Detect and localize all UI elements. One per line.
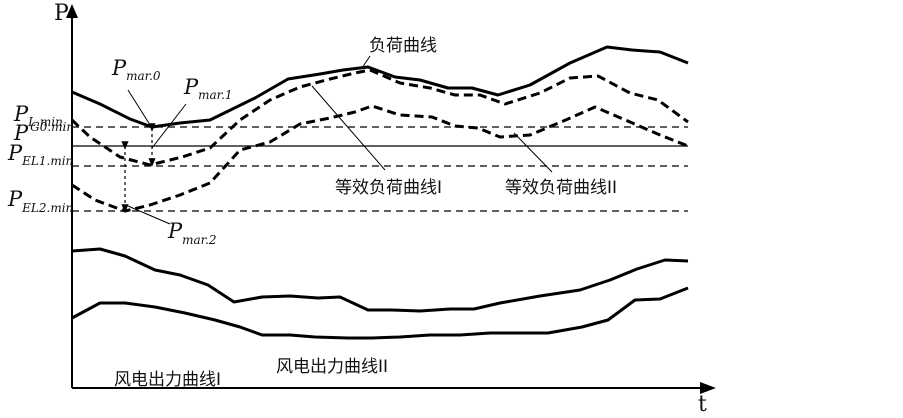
leader-mar2 — [127, 205, 171, 225]
label-equivalent-load-2: 等效负荷曲线II — [505, 178, 617, 198]
leader-equivalent-load-2 — [513, 132, 553, 173]
label-equivalent-load-1: 等效负荷曲线I — [335, 178, 442, 198]
label-mar1: Pmar.1 — [183, 75, 233, 102]
label-wind-curve-1: 风电出力曲线I — [114, 370, 221, 390]
x-axis-label: t — [698, 392, 707, 413]
label-wind-curve-2: 风电出力曲线II — [276, 357, 388, 377]
equivalent-load-curve-1 — [70, 68, 689, 167]
label-load-curve: 负荷曲线 — [369, 36, 437, 56]
wind-curve-1 — [71, 247, 689, 313]
y-axis-arrow-icon — [66, 4, 78, 18]
label-l-min: PL.min — [13, 102, 63, 129]
label-g0-min: P G0.min — [13, 120, 74, 145]
label-mar2: Pmar.2 — [167, 219, 217, 247]
wind-curve-2 — [71, 286, 689, 340]
leader-equivalent-load-1 — [311, 85, 386, 171]
leader-load-curve — [361, 55, 371, 69]
equivalent-load-curve-2 — [71, 104, 689, 213]
load-curve — [71, 45, 689, 129]
leader-mar0 — [127, 89, 153, 129]
x-axis-arrow-icon — [700, 382, 716, 394]
label-el2-min: PEL2.min — [7, 187, 73, 215]
label-mar0: Pmar.0 — [111, 56, 161, 83]
leader-mar1 — [151, 103, 187, 149]
y-axis-label: P — [54, 1, 69, 26]
label-el1-min: PEL1.min — [7, 141, 73, 168]
